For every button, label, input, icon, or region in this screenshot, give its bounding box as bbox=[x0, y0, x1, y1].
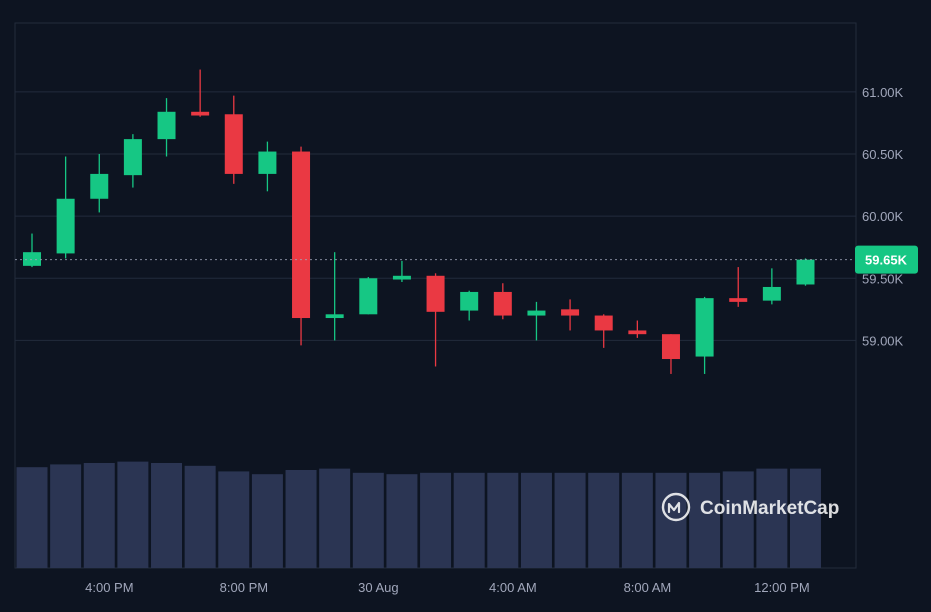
candle-body bbox=[258, 151, 277, 174]
candle bbox=[90, 154, 109, 213]
candle-body bbox=[561, 309, 580, 316]
volume-bar bbox=[756, 468, 788, 568]
volume-bar bbox=[554, 472, 586, 568]
volume-bar bbox=[285, 470, 317, 568]
candle bbox=[426, 273, 445, 367]
x-axis-ticks: 4:00 PM 8:00 PM 30 Aug 4:00 AM 8:00 AM 12:00 … bbox=[85, 580, 810, 595]
watermark-text: CoinMarketCap bbox=[700, 498, 839, 519]
y-axis-ticks: 59.00K 59.50K 60.00K 60.50K 61.00K bbox=[862, 85, 904, 348]
x-tick-label: 8:00 AM bbox=[624, 580, 672, 595]
candle-body bbox=[628, 330, 647, 335]
candle bbox=[628, 320, 647, 338]
volume-bar bbox=[83, 463, 115, 568]
volume-bar bbox=[520, 472, 552, 568]
current-price-label: 59.65K bbox=[865, 253, 908, 268]
volume-bar bbox=[50, 464, 82, 568]
volume-bar bbox=[621, 472, 653, 568]
candle bbox=[661, 334, 680, 374]
candle bbox=[392, 260, 411, 282]
candle bbox=[527, 301, 546, 341]
volume-bar bbox=[151, 463, 183, 568]
candle bbox=[258, 141, 277, 192]
volume-bar bbox=[420, 472, 452, 568]
candle-body bbox=[527, 310, 546, 316]
volume-bar bbox=[722, 471, 754, 568]
volume-bar bbox=[487, 472, 519, 568]
x-tick-label: 12:00 PM bbox=[754, 580, 810, 595]
volume-bar bbox=[117, 461, 149, 568]
current-price-tag-bg bbox=[855, 245, 918, 274]
candle-body bbox=[796, 259, 815, 285]
volume-bar bbox=[352, 472, 384, 568]
candle-body bbox=[729, 298, 748, 302]
volume-bar bbox=[16, 467, 48, 568]
y-tick-label: 59.50K bbox=[862, 271, 904, 286]
candle bbox=[561, 299, 580, 331]
candle bbox=[56, 156, 75, 259]
volume-bar bbox=[453, 472, 485, 568]
volume-bar bbox=[218, 471, 250, 568]
volume-bar bbox=[789, 468, 821, 568]
candle-body bbox=[123, 139, 142, 176]
candle bbox=[325, 252, 344, 341]
volume-bar bbox=[251, 474, 283, 568]
candle-body bbox=[224, 114, 243, 174]
x-tick-label: 4:00 AM bbox=[489, 580, 537, 595]
candle bbox=[224, 95, 243, 184]
current-price-tag: 59.65K bbox=[855, 245, 918, 274]
candle bbox=[359, 277, 378, 315]
candle bbox=[695, 296, 714, 374]
candle bbox=[23, 233, 41, 268]
x-tick-label: 30 Aug bbox=[358, 580, 399, 595]
candle-body bbox=[359, 278, 378, 315]
candle-body bbox=[392, 275, 411, 280]
candle-body bbox=[23, 252, 41, 266]
candle-body bbox=[325, 314, 344, 319]
coinmarketcap-watermark: CoinMarketCap bbox=[661, 492, 839, 522]
coinmarketcap-logo-icon bbox=[661, 492, 691, 522]
x-tick-label: 8:00 PM bbox=[220, 580, 268, 595]
candle bbox=[191, 69, 210, 117]
candle bbox=[123, 134, 142, 188]
candle-body bbox=[661, 334, 680, 360]
volume-bar bbox=[689, 472, 721, 568]
candle bbox=[729, 267, 748, 307]
candle-body bbox=[90, 173, 109, 199]
grid-lines bbox=[15, 91, 856, 341]
candle-body bbox=[191, 111, 210, 116]
volume-bar bbox=[319, 468, 351, 568]
candle bbox=[594, 314, 613, 348]
candle bbox=[460, 290, 479, 321]
candle bbox=[157, 98, 176, 157]
candle bbox=[762, 268, 781, 305]
candle-body bbox=[762, 286, 781, 301]
candle-body bbox=[460, 291, 479, 311]
candle-body bbox=[426, 275, 445, 312]
candle bbox=[493, 283, 512, 320]
candles bbox=[23, 69, 815, 374]
y-tick-label: 60.00K bbox=[862, 209, 904, 224]
volume-bar bbox=[184, 465, 216, 568]
candle-body bbox=[695, 298, 714, 357]
candle-body bbox=[493, 291, 512, 316]
y-tick-label: 60.50K bbox=[862, 147, 904, 162]
volume-bars bbox=[16, 461, 821, 568]
candle bbox=[796, 258, 815, 286]
y-tick-label: 59.00K bbox=[862, 333, 904, 348]
y-tick-label: 61.00K bbox=[862, 85, 904, 100]
candle-body bbox=[56, 198, 75, 254]
candle-body bbox=[157, 111, 176, 140]
candle bbox=[292, 146, 311, 346]
volume-bar bbox=[588, 472, 620, 568]
candle-body bbox=[292, 151, 311, 319]
x-tick-label: 4:00 PM bbox=[85, 580, 133, 595]
volume-bar bbox=[655, 472, 687, 568]
volume-bar bbox=[386, 474, 418, 568]
candle-body bbox=[594, 315, 613, 331]
